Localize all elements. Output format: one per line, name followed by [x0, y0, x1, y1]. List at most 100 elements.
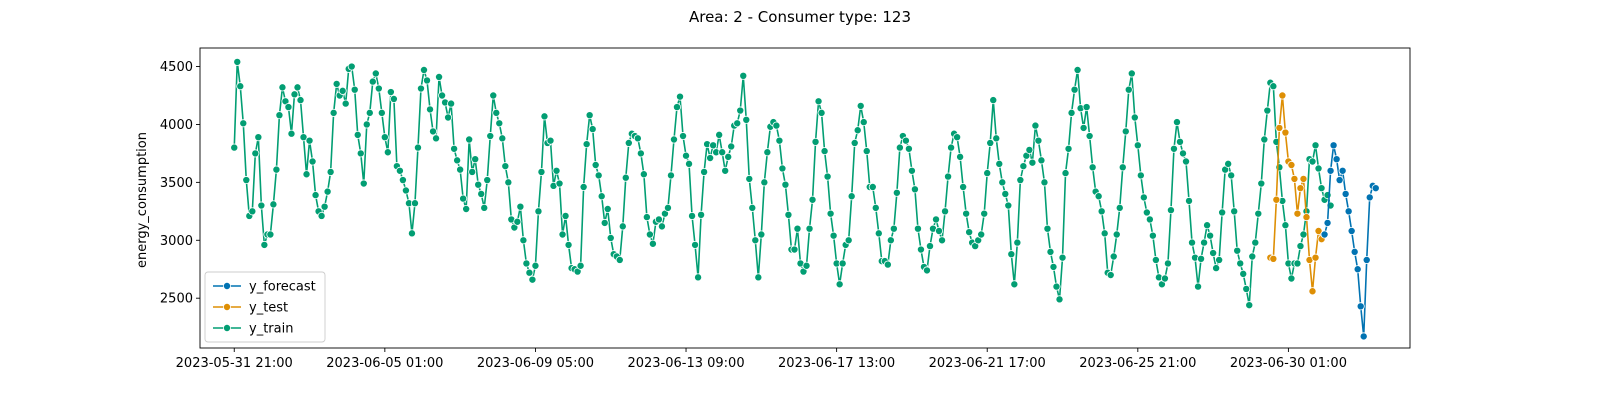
data-point	[558, 230, 567, 239]
data-point	[895, 143, 904, 152]
data-point	[1079, 123, 1088, 132]
data-point	[588, 125, 597, 134]
data-point	[395, 166, 404, 175]
data-point	[1206, 231, 1215, 240]
data-point	[383, 148, 392, 157]
data-point	[618, 222, 627, 231]
data-point	[947, 143, 956, 152]
data-point	[694, 273, 703, 282]
data-point	[407, 229, 416, 238]
data-point	[962, 209, 971, 218]
data-point	[669, 135, 678, 144]
data-point	[748, 203, 757, 212]
data-point	[1251, 238, 1260, 247]
data-point	[594, 171, 603, 180]
data-point	[1013, 238, 1022, 247]
data-point	[983, 169, 992, 178]
data-point	[1290, 174, 1299, 183]
data-point	[1160, 274, 1169, 283]
data-point	[438, 91, 447, 100]
data-point	[1007, 250, 1016, 259]
data-point	[1302, 213, 1311, 222]
data-point	[648, 239, 657, 248]
data-point	[525, 268, 534, 277]
data-point	[371, 69, 380, 78]
data-point	[1278, 91, 1287, 100]
data-point	[492, 108, 501, 117]
data-point	[922, 266, 931, 275]
data-point	[450, 144, 459, 153]
plot-frame	[199, 47, 1411, 349]
data-point	[838, 259, 847, 268]
data-point	[290, 90, 299, 99]
data-point	[992, 134, 1001, 143]
legend: y_forecast y_test y_train	[204, 271, 326, 343]
data-point	[757, 230, 766, 239]
series-y-train	[230, 57, 1335, 310]
data-point	[1269, 254, 1278, 263]
data-point	[1133, 141, 1142, 150]
data-point	[727, 142, 736, 151]
data-point	[1230, 207, 1239, 216]
data-point	[883, 260, 892, 269]
data-point	[980, 209, 989, 218]
x-tick-label: 2023-06-13 09:00	[627, 356, 744, 371]
legend-marker	[222, 302, 231, 311]
data-point	[1139, 193, 1148, 202]
series-line-y-test	[1270, 95, 1323, 292]
data-point	[624, 138, 633, 147]
data-point	[272, 165, 281, 174]
data-point	[1106, 271, 1115, 280]
legend-entry-y-train: y_train	[213, 322, 293, 337]
data-point	[323, 187, 332, 196]
data-point	[763, 148, 772, 157]
data-point	[995, 159, 1004, 168]
x-tick-label: 2023-05-31 21:00	[176, 356, 293, 371]
data-point	[715, 130, 724, 139]
data-point	[808, 195, 817, 204]
data-point	[459, 194, 468, 203]
data-point	[941, 207, 950, 216]
data-point	[401, 186, 410, 195]
data-point	[1010, 280, 1019, 289]
data-point	[582, 140, 591, 149]
data-point	[754, 273, 763, 282]
data-point	[293, 83, 302, 92]
data-point	[721, 166, 730, 175]
data-point	[1064, 144, 1073, 153]
data-point	[802, 261, 811, 270]
data-point	[938, 236, 947, 245]
data-point	[1034, 136, 1043, 145]
data-point	[1178, 149, 1187, 158]
data-point	[959, 182, 968, 191]
data-point	[645, 230, 654, 239]
data-point	[456, 165, 465, 174]
data-point	[685, 159, 694, 168]
legend-box	[204, 271, 326, 343]
data-point	[555, 179, 564, 188]
data-point	[380, 133, 389, 142]
data-point	[465, 135, 474, 144]
data-point	[1272, 195, 1281, 204]
data-point	[1028, 158, 1037, 167]
data-point	[1218, 208, 1227, 217]
data-point	[413, 143, 422, 152]
data-point	[1299, 174, 1308, 183]
data-point	[811, 137, 820, 146]
legend-entry-y-test: y_test	[213, 301, 288, 316]
data-point	[1046, 247, 1055, 256]
data-point	[513, 217, 522, 226]
data-point	[1293, 209, 1302, 218]
data-point	[1040, 178, 1049, 187]
data-point	[257, 201, 266, 210]
data-point	[275, 111, 284, 120]
data-point	[416, 84, 425, 93]
data-point	[889, 224, 898, 233]
legend-label: y_test	[249, 301, 288, 316]
data-point	[1287, 274, 1296, 283]
legend-marker	[222, 281, 231, 290]
data-point	[1100, 229, 1109, 238]
data-point	[317, 211, 326, 220]
y-tick-label: 3000	[160, 234, 193, 249]
data-point	[398, 176, 407, 185]
